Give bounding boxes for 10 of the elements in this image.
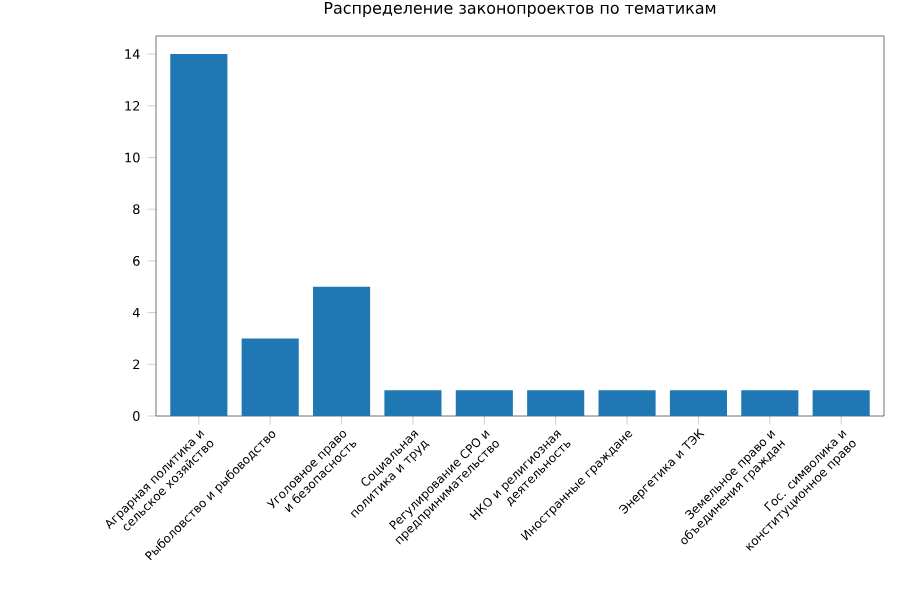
bar: [170, 54, 228, 416]
bar: [669, 390, 727, 416]
bar: [812, 390, 870, 416]
bar: [241, 338, 299, 416]
bar: [598, 390, 656, 416]
bar: [313, 286, 371, 416]
bar: [455, 390, 513, 416]
bar: [741, 390, 799, 416]
bar: [384, 390, 442, 416]
bar: [527, 390, 585, 416]
